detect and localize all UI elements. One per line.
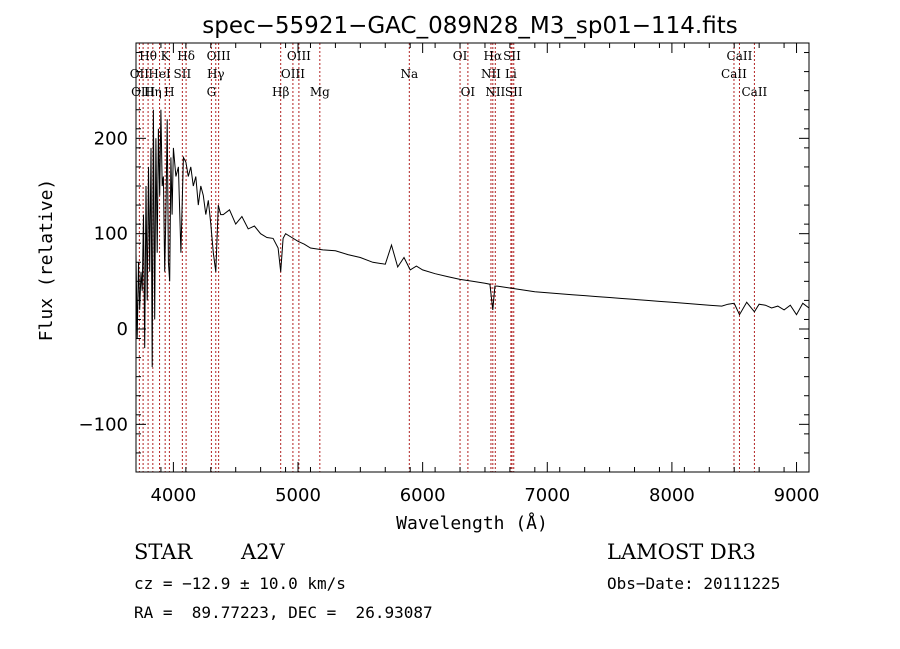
y-tick-label-3: 200 (94, 128, 128, 149)
line-label-4: OIII (287, 49, 311, 63)
line-label-2: Hδ (177, 49, 195, 63)
x-tick-label-0: 4000 (150, 485, 196, 506)
line-label-12: Hγ (207, 67, 225, 81)
line-label-27: CaII (741, 85, 767, 99)
chart-title: spec−55921−GAC_089N28_M3_sp01−114.fits (202, 13, 737, 39)
line-label-19: Hη (144, 85, 162, 99)
coordinates-text: RA = 89.77223, DEC = 26.93087 (134, 603, 433, 622)
line-label-21: G (207, 85, 217, 99)
line-label-15: NII (481, 67, 501, 81)
object-class: STAR (134, 540, 193, 564)
x-axis-label: Wavelength (Å) (396, 512, 548, 534)
line-label-16: Li (505, 67, 517, 81)
line-label-11: SII (174, 67, 192, 81)
line-label-18: OIII (131, 85, 155, 99)
line-label-6: Hα (484, 49, 503, 63)
line-label-9: OII (130, 67, 150, 81)
line-label-10: HeI (148, 67, 171, 81)
survey-name: LAMOST DR3 (607, 540, 756, 564)
line-label-3: OIII (207, 49, 231, 63)
axis-tick-labels: 4000 5000 6000 7000 8000 9000 −100 0 100 200 (79, 128, 820, 506)
line-label-26: SII (505, 85, 523, 99)
axis-ticks (135, 43, 810, 473)
line-label-13: OIII (281, 67, 305, 81)
y-tick-label-0: −100 (79, 414, 128, 435)
line-label-7: SII (503, 49, 521, 63)
redshift-text: cz = −12.9 ± 10.0 km/s (134, 574, 346, 593)
line-label-5: OI (453, 49, 468, 63)
line-label-17: CaII (721, 67, 747, 81)
y-axis-label: Flux (relative) (36, 179, 57, 342)
y-tick-label-2: 100 (94, 224, 128, 245)
line-label-24: OI (461, 85, 476, 99)
line-label-20: H (164, 85, 174, 99)
line-label-1: K (161, 49, 171, 63)
x-tick-label-4: 8000 (649, 485, 695, 506)
line-label-14: Na (400, 67, 418, 81)
obs-date-text: Obs−Date: 20111225 (607, 574, 781, 593)
line-label-23: Mg (310, 85, 330, 99)
line-label-8: CaII (727, 49, 753, 63)
y-tick-label-1: 0 (117, 319, 128, 340)
x-tick-label-1: 5000 (275, 485, 321, 506)
object-subclass: A2V (241, 540, 285, 564)
line-label-25: NII (485, 85, 505, 99)
x-tick-label-2: 6000 (400, 485, 446, 506)
x-tick-label-3: 7000 (524, 485, 570, 506)
line-label-0: Hθ (139, 49, 157, 63)
line-label-22: Hβ (272, 85, 289, 99)
spectrum-line (135, 109, 810, 368)
plot-frame (135, 42, 810, 473)
x-tick-label-5: 9000 (774, 485, 820, 506)
spectral-line-markers (138, 43, 755, 472)
